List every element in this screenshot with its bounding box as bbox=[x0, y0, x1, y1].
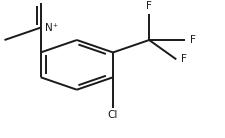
Text: F: F bbox=[189, 35, 195, 45]
Text: F: F bbox=[180, 54, 186, 64]
Text: N⁺: N⁺ bbox=[45, 23, 58, 33]
Text: Cl: Cl bbox=[107, 110, 118, 120]
Text: F: F bbox=[146, 1, 151, 11]
